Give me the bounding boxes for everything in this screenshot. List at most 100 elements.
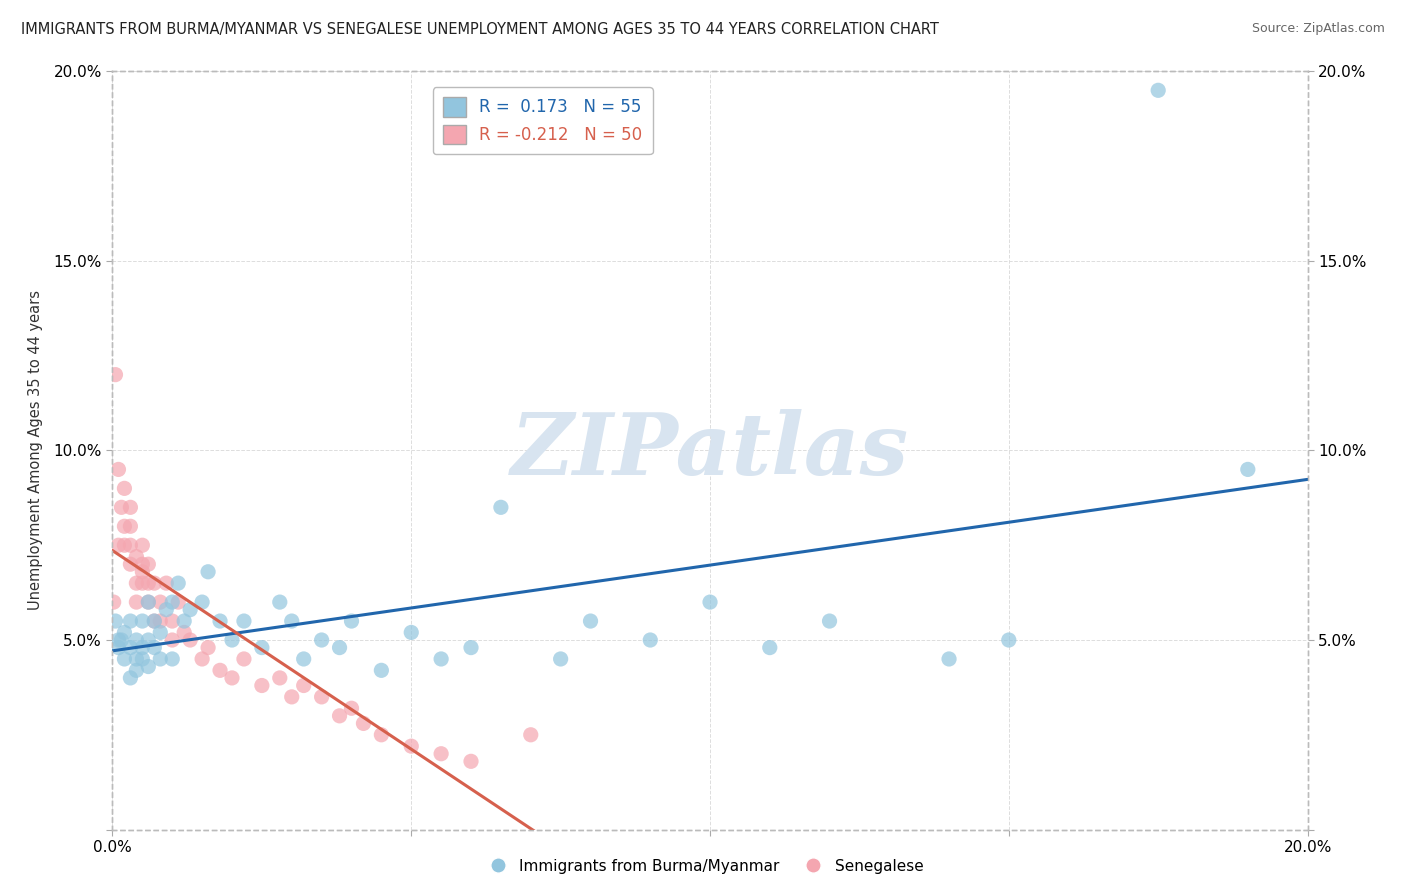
Point	[209, 664, 232, 678]
Point	[281, 614, 304, 628]
Point	[131, 557, 153, 572]
Point	[209, 614, 232, 628]
Point	[120, 671, 142, 685]
Point	[370, 664, 392, 678]
Point	[131, 565, 153, 579]
Point	[167, 576, 190, 591]
Point	[149, 614, 172, 628]
Point	[114, 625, 135, 640]
Point	[138, 557, 160, 572]
Point	[340, 701, 363, 715]
Point	[131, 640, 153, 655]
Point	[1237, 462, 1260, 476]
Point	[131, 652, 153, 666]
Point	[640, 633, 662, 648]
Point	[155, 576, 177, 591]
Point	[699, 595, 721, 609]
Point	[353, 716, 375, 731]
Point	[104, 368, 127, 382]
Point	[114, 652, 135, 666]
Point	[138, 576, 160, 591]
Point	[311, 690, 333, 704]
Legend: Immigrants from Burma/Myanmar, Senegalese: Immigrants from Burma/Myanmar, Senegales…	[477, 853, 929, 880]
Point	[197, 640, 219, 655]
Point	[107, 462, 129, 476]
Point	[125, 652, 148, 666]
Point	[179, 633, 201, 648]
Point	[329, 708, 352, 723]
Point	[131, 614, 153, 628]
Point	[250, 640, 273, 655]
Point	[179, 603, 201, 617]
Point	[114, 482, 135, 496]
Point	[149, 625, 172, 640]
Point	[114, 538, 135, 552]
Point	[938, 652, 960, 666]
Text: ZIPatlas: ZIPatlas	[510, 409, 910, 492]
Point	[149, 652, 172, 666]
Point	[143, 614, 166, 628]
Point	[233, 652, 256, 666]
Point	[818, 614, 841, 628]
Point	[110, 500, 132, 515]
Point	[120, 640, 142, 655]
Point	[292, 652, 315, 666]
Point	[138, 633, 160, 648]
Point	[269, 595, 291, 609]
Point	[120, 500, 142, 515]
Point	[125, 664, 148, 678]
Point	[131, 538, 153, 552]
Point	[233, 614, 256, 628]
Point	[292, 679, 315, 693]
Point	[221, 633, 243, 648]
Point	[138, 659, 160, 673]
Point	[143, 576, 166, 591]
Point	[520, 728, 543, 742]
Point	[138, 595, 160, 609]
Point	[138, 595, 160, 609]
Point	[120, 557, 142, 572]
Point	[173, 614, 195, 628]
Point	[120, 538, 142, 552]
Point	[162, 595, 183, 609]
Point	[998, 633, 1021, 648]
Point	[191, 652, 214, 666]
Point	[550, 652, 572, 666]
Text: IMMIGRANTS FROM BURMA/MYANMAR VS SENEGALESE UNEMPLOYMENT AMONG AGES 35 TO 44 YEA: IMMIGRANTS FROM BURMA/MYANMAR VS SENEGAL…	[21, 22, 939, 37]
Point	[125, 576, 148, 591]
Point	[114, 519, 135, 533]
Point	[120, 519, 142, 533]
Point	[107, 640, 129, 655]
Point	[401, 739, 423, 753]
Point	[430, 747, 453, 761]
Point	[162, 633, 183, 648]
Point	[221, 671, 243, 685]
Point	[759, 640, 782, 655]
Point	[269, 671, 291, 685]
Point	[149, 595, 172, 609]
Y-axis label: Unemployment Among Ages 35 to 44 years: Unemployment Among Ages 35 to 44 years	[28, 291, 42, 610]
Point	[107, 538, 129, 552]
Point	[104, 614, 127, 628]
Point	[579, 614, 602, 628]
Point	[110, 633, 132, 648]
Point	[250, 679, 273, 693]
Point	[460, 640, 482, 655]
Point	[143, 614, 166, 628]
Point	[311, 633, 333, 648]
Point	[460, 755, 482, 769]
Point	[120, 614, 142, 628]
Point	[329, 640, 352, 655]
Text: Source: ZipAtlas.com: Source: ZipAtlas.com	[1251, 22, 1385, 36]
Point	[167, 595, 190, 609]
Point	[143, 640, 166, 655]
Point	[103, 595, 125, 609]
Point	[430, 652, 453, 666]
Point	[173, 625, 195, 640]
Point	[131, 576, 153, 591]
Point	[370, 728, 392, 742]
Point	[162, 614, 183, 628]
Point	[340, 614, 363, 628]
Point	[191, 595, 214, 609]
Point	[1147, 83, 1170, 97]
